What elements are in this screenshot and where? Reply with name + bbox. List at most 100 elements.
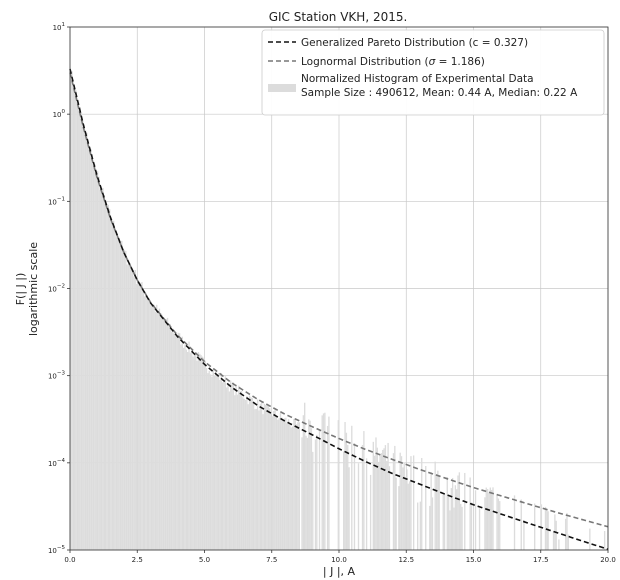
histogram-bar-89 [189,352,192,550]
histogram-bar-258 [417,502,419,550]
histogram-bar-287 [456,489,458,550]
histogram-bar-288 [457,475,459,550]
histogram-bar-231 [380,453,383,550]
x-tick-label-3: 7.5 [266,556,277,564]
histogram-bar-3 [74,91,76,551]
histogram-bar-136 [252,401,255,550]
histogram-bar-73 [168,326,170,550]
histogram-bar-187 [321,415,323,550]
histogram-bar-281 [447,496,450,550]
histogram-bar-75 [170,331,173,550]
gpd-curve [69,68,609,551]
histogram-bar-23 [100,188,103,550]
histogram-bar-183 [316,434,318,550]
histogram-bar-192 [328,416,330,550]
histogram-bar-227 [375,437,377,550]
histogram-bar-46 [131,270,134,550]
histogram-bar-102 [207,373,209,550]
histogram-bar-264 [425,465,427,550]
histogram-bar-119 [230,380,232,550]
x-tick-label-6: 15.0 [466,556,482,564]
histogram-bar-19 [95,172,97,550]
histogram-bar-72 [166,317,169,550]
histogram-bar-368 [564,518,567,550]
histogram-bar-103 [208,370,210,550]
histogram-bar-314 [492,487,494,550]
histogram-bar-178 [309,420,311,550]
histogram-bar-308 [484,497,486,550]
histogram-bar-273 [437,470,439,550]
x-tick-label-2: 5.0 [199,556,210,564]
histogram-bar-68 [161,314,163,550]
histogram-bar-77 [173,333,175,550]
histogram-bar-140 [258,410,260,550]
histogram-bar-112 [220,372,222,550]
histogram-bar-107 [213,375,216,550]
x-axis: 0.0 2.5 5.0 7.5 10.0 12.5 15.0 17.5 20.0 [64,550,616,564]
histogram-bar-35 [117,238,119,550]
histogram-bar-14 [88,148,91,550]
histogram-bar-83 [181,336,183,550]
histogram-bar-290 [460,503,462,550]
histogram-bar-242 [395,477,397,550]
histogram-bar-120 [231,384,233,550]
histogram-bar-277 [442,495,444,550]
histogram-bar-9 [82,120,84,550]
histogram-bar-204 [344,421,346,550]
histogram-bar-154 [277,419,279,550]
histogram-bar-50 [137,282,139,550]
histogram-bar-109 [216,374,218,550]
histogram-bar-145 [265,404,267,550]
histogram-bar-139 [256,399,259,550]
histogram-bar-151 [273,410,275,550]
histogram-bar-60 [150,305,153,550]
x-tick-label-8: 20.0 [600,556,616,564]
y-axis-label-line1: F(| J |) [14,273,27,306]
histogram-bar-251 [407,483,409,550]
histogram-bar-25 [103,194,105,550]
histogram-bar-246 [400,456,403,550]
histogram-bar-98 [201,356,204,550]
histogram-bar-363 [558,539,560,550]
histogram-bar-56 [145,295,147,550]
y-tick-label-3: 10−2 [48,284,65,294]
histogram-bar-10 [83,124,85,551]
histogram-bar-27 [106,204,108,550]
histogram-bar-21 [98,176,100,550]
histogram-bar-245 [399,452,401,550]
histogram-bar-45 [130,266,132,550]
histogram-bar-169 [297,422,299,550]
histogram-bar-26 [104,199,107,550]
histogram-bar-64 [156,304,158,550]
legend-lognormal-sigma: σ [429,56,436,68]
histogram-bar-172 [301,437,303,550]
histogram-bar-355 [547,511,549,550]
histogram-bar-128 [242,397,244,550]
histogram-bar-234 [384,445,387,550]
histogram-bar-164 [290,427,292,550]
histogram-bar-255 [412,455,415,550]
histogram-bar-34 [115,236,118,550]
histogram-bar-152 [274,409,276,550]
histogram-bar-301 [474,490,477,550]
histogram-bar-129 [243,398,245,550]
histogram-bar-146 [266,404,268,550]
histogram [70,71,606,551]
histogram-bar-280 [446,477,448,550]
lognormal-curve [69,72,609,528]
histogram-bar-158 [282,421,284,550]
legend-box [261,29,605,116]
histogram-bar-105 [211,376,213,550]
histogram-bar-268 [430,472,432,550]
histogram-bar-31 [111,223,114,550]
histogram-bar-218 [363,431,365,550]
x-tick-label-0: 0.0 [64,556,75,564]
histogram-bar-153 [275,416,278,550]
histogram-bar-18 [94,164,96,550]
legend-lognormal-suffix: = 1.186) [435,56,485,68]
histogram-bar-87 [187,352,189,550]
histogram-bar-138 [255,408,257,550]
histogram-bar-36 [118,239,120,550]
x-tick-label-1: 2.5 [132,556,143,564]
histogram-bar-81 [178,333,181,550]
